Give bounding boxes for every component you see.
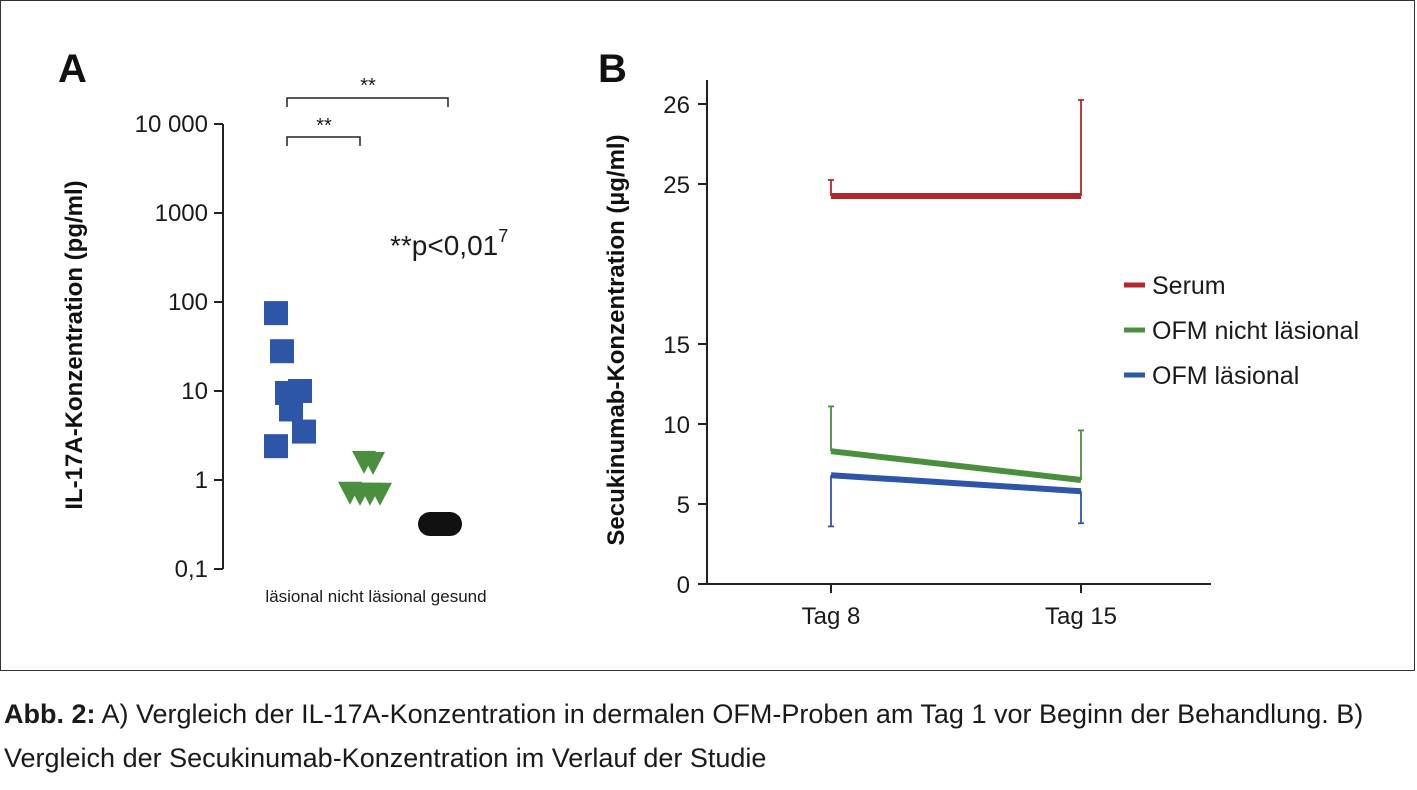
- panel-b-y-axis-label: Secukinumab-Konzentration (µg/ml): [603, 134, 630, 545]
- series-line-ofm-nicht-lasional: [830, 448, 1082, 483]
- panel-b-tick-label: 15: [663, 332, 690, 359]
- legend-label-ofm-nicht-lasional: OFM nicht läsional: [1152, 317, 1359, 345]
- panel-b-x-tick-label: Tag 8: [802, 603, 861, 630]
- series-line-ofm-lasional: [830, 472, 1082, 495]
- panel-b-tick-label: 0: [677, 572, 690, 599]
- figure-caption: Abb. 2: A) Vergleich der IL-17A-Konzentr…: [4, 692, 1409, 780]
- panel-b-tick-label: 10: [663, 412, 690, 439]
- panel-b-letter: B: [598, 47, 627, 91]
- panel-a-x-category-labels: läsional nicht läsional gesund: [265, 587, 486, 606]
- panel-a-significance-bracket-2: **: [286, 75, 449, 107]
- panel-a-tick-label: 1000: [155, 200, 208, 227]
- panel-a-significance-bracket-1: **: [286, 115, 361, 146]
- data-point-lasional: [292, 419, 316, 444]
- panel-a-tick-label: 100: [168, 289, 208, 316]
- panel-a: A IL-17A-Konzentration (pg/ml) 10 000100…: [58, 47, 508, 606]
- panel-a-tick-label: 10: [181, 378, 208, 405]
- data-point-gesund: [418, 512, 462, 537]
- panel-a-letter: A: [58, 47, 87, 91]
- caption-prefix: Abb. 2:: [4, 699, 96, 729]
- panel-b-legend: Serum OFM nicht läsional OFM läsional: [1124, 272, 1359, 390]
- legend-label-ofm-lasional: OFM läsional: [1152, 362, 1299, 390]
- panel-b-x-tick-label: Tag 15: [1045, 603, 1117, 630]
- panel-b-tick-label: 25: [663, 172, 690, 199]
- panel-a-tick-label: 1: [195, 467, 208, 494]
- data-point-nicht-lasional: [348, 482, 372, 506]
- figure-charts: A IL-17A-Konzentration (pg/ml) 10 000100…: [58, 47, 1359, 630]
- panel-a-data-points: [264, 301, 462, 537]
- panel-a-y-axis-label: IL-17A-Konzentration (pg/ml): [61, 180, 88, 509]
- panel-b-tick-label: 26: [663, 92, 690, 119]
- data-point-lasional: [264, 301, 288, 326]
- panel-b-series: [828, 99, 1084, 528]
- data-point-nicht-lasional: [368, 482, 392, 506]
- data-point-lasional: [279, 397, 303, 422]
- panel-b-tick-label: 5: [677, 492, 690, 519]
- panel-a-tick-label: 0,1: [175, 556, 208, 583]
- data-point-lasional: [270, 339, 294, 364]
- figure-frame: [0, 0, 1415, 671]
- panel-a-significance-label-2: **: [360, 75, 376, 97]
- panel-a-ticks: 10 000 1000 100 10 1 0,1: [135, 111, 223, 583]
- panel-b: B Secukinumab-Konzentration (µg/ml) 0 5 10…: [598, 47, 1359, 630]
- panel-a-tick-label: 10 000: [135, 111, 208, 138]
- legend-label-serum: Serum: [1152, 272, 1226, 300]
- panel-a-significance-label-1: **: [316, 115, 332, 137]
- data-point-nicht-lasional: [361, 452, 385, 476]
- caption-text: A) Vergleich der IL-17A-Konzentration in…: [4, 699, 1364, 773]
- panel-a-p-value-annotation: **p<0,017: [390, 226, 508, 261]
- data-point-lasional: [264, 434, 288, 459]
- panel-b-ticks: 0 5 10 15 25 26 Tag 8 Tag 15: [663, 92, 1117, 630]
